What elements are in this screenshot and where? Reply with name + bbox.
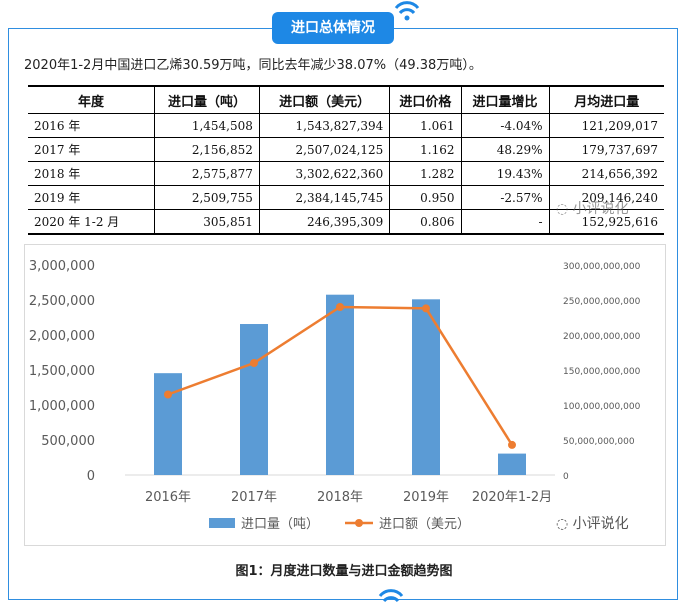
table-cell: 0.806: [389, 209, 461, 235]
watermark: ◌ 小评说化: [556, 198, 629, 218]
legend-swatch-point: [355, 519, 363, 527]
y-left-tick-label: 0: [87, 469, 95, 484]
table-cell: 2,575,877: [154, 161, 260, 186]
chart-watermark-text: 小评说化: [572, 516, 629, 532]
figure-caption: 图1：月度进口数量与进口金额趋势图: [235, 564, 453, 579]
wechat-icon: ◌: [556, 516, 569, 532]
table-row: 2019 年 2,509,755 2,384,145,745 0.950 -2.…: [28, 185, 664, 210]
col-header: 月均进口量: [548, 85, 664, 114]
table-cell: 1,543,827,394: [258, 113, 390, 138]
y-right-tick-label: 300,000,000,000: [563, 262, 641, 272]
line-point: [422, 304, 430, 313]
table-cell: 0.950: [389, 185, 461, 210]
table-cell: 121,209,017: [548, 113, 664, 138]
y-right-tick-label: 250,000,000,000: [563, 297, 641, 307]
bar: [240, 324, 268, 475]
table-cell: -2.57%: [460, 185, 549, 210]
intro-text: 2020年1-2月中国进口乙烯30.59万吨，同比去年减少38.07%（49.3…: [24, 58, 482, 73]
line-point: [250, 359, 258, 367]
wifi-icon: [378, 589, 404, 603]
col-header: 进口额（美元）: [258, 85, 390, 114]
y-left-tick-label: 2,500,000: [29, 294, 95, 309]
legend-swatch-bar: [209, 518, 235, 528]
table-row: 2017 年 2,156,852 2,507,024,125 1.162 48.…: [28, 137, 664, 162]
chart-watermark: ◌ 小评说化: [556, 513, 629, 533]
y-left-tick-label: 3,000,000: [29, 259, 95, 274]
x-tick-label: 2020年1-2月: [472, 490, 552, 505]
line-point: [164, 390, 172, 399]
table-cell: 2019 年: [28, 185, 155, 210]
table-cell: 2,507,024,125: [258, 137, 390, 162]
table-cell: 1.162: [389, 137, 461, 162]
chart-container: 0 500,000 1,000,000 1,500,000 2,000,000 2,500…: [24, 244, 666, 546]
col-header: 进口量增比: [460, 85, 549, 114]
table-cell: 19.43%: [460, 161, 549, 186]
y-left-tick-label: 1,500,000: [29, 364, 95, 379]
watermark-text: 小评说化: [572, 201, 629, 217]
table-cell: 2,156,852: [154, 137, 260, 162]
table-cell: 2016 年: [28, 113, 155, 138]
y-right-tick-label: 100,000,000,000: [563, 402, 641, 412]
table-cell: 209,146,240: [548, 185, 664, 210]
table-cell: 2018 年: [28, 161, 155, 186]
import-table: 年度 进口量（吨） 进口额（美元） 进口价格 进口量增比 月均进口量 2016 …: [28, 85, 664, 235]
table-cell: 179,737,697: [548, 137, 664, 162]
y-left-tick-label: 2,000,000: [29, 329, 95, 344]
chart-svg: 0 500,000 1,000,000 1,500,000 2,000,000 2,500…: [29, 259, 641, 532]
table-header-row: 年度 进口量（吨） 进口额（美元） 进口价格 进口量增比 月均进口量: [28, 85, 664, 114]
table-cell: 2,509,755: [154, 185, 260, 210]
table-cell: 2,384,145,745: [258, 185, 390, 210]
col-header: 进口价格: [389, 85, 461, 114]
table-cell: 3,302,622,360: [258, 161, 390, 186]
x-tick-label: 2017年: [231, 490, 277, 505]
x-tick-label: 2019年: [403, 490, 449, 505]
table-cell: 48.29%: [460, 137, 549, 162]
table-row: 2016 年 1,454,508 1,543,827,394 1.061 -4.…: [28, 113, 664, 138]
y-left-tick-label: 500,000: [41, 434, 95, 449]
table-cell: 246,395,309: [258, 209, 390, 235]
bar: [154, 373, 182, 475]
table-cell: 2017 年: [28, 137, 155, 162]
table-cell: -: [460, 209, 549, 235]
table-cell: -4.04%: [460, 113, 549, 138]
table-cell: 1,454,508: [154, 113, 260, 138]
table-cell: 152,925,616: [548, 209, 664, 235]
table-cell: 2020 年 1-2 月: [28, 209, 155, 235]
table-cell: 214,656,392: [548, 161, 664, 186]
col-header: 进口量（吨）: [154, 85, 260, 114]
wifi-icon: [394, 1, 420, 21]
x-tick-label: 2016年: [145, 490, 191, 505]
table-cell: 305,851: [154, 209, 260, 235]
y-left-tick-label: 1,000,000: [29, 399, 95, 414]
x-tick-label: 2018年: [317, 490, 363, 505]
bar: [326, 294, 354, 475]
y-right-tick-label: 50,000,000,000: [563, 437, 635, 447]
col-header: 年度: [28, 85, 155, 114]
y-right-tick-label: 0: [563, 472, 569, 482]
line-point: [336, 303, 344, 311]
legend-label: 进口量（吨）: [241, 517, 319, 532]
section-title: 进口总体情况: [272, 12, 394, 44]
line-point: [508, 440, 516, 449]
bar: [412, 299, 440, 475]
bar: [498, 453, 526, 475]
table-cell: 1.061: [389, 113, 461, 138]
table-cell: 1.282: [389, 161, 461, 186]
wechat-icon: ◌: [556, 201, 569, 217]
table-row: 2018 年 2,575,877 3,302,622,360 1.282 19.…: [28, 161, 664, 186]
y-right-tick-label: 150,000,000,000: [563, 367, 641, 377]
legend-label: 进口额（美元）: [379, 517, 470, 532]
table-row: 2020 年 1-2 月 305,851 246,395,309 0.806 -…: [28, 209, 664, 235]
y-right-tick-label: 200,000,000,000: [563, 332, 641, 342]
